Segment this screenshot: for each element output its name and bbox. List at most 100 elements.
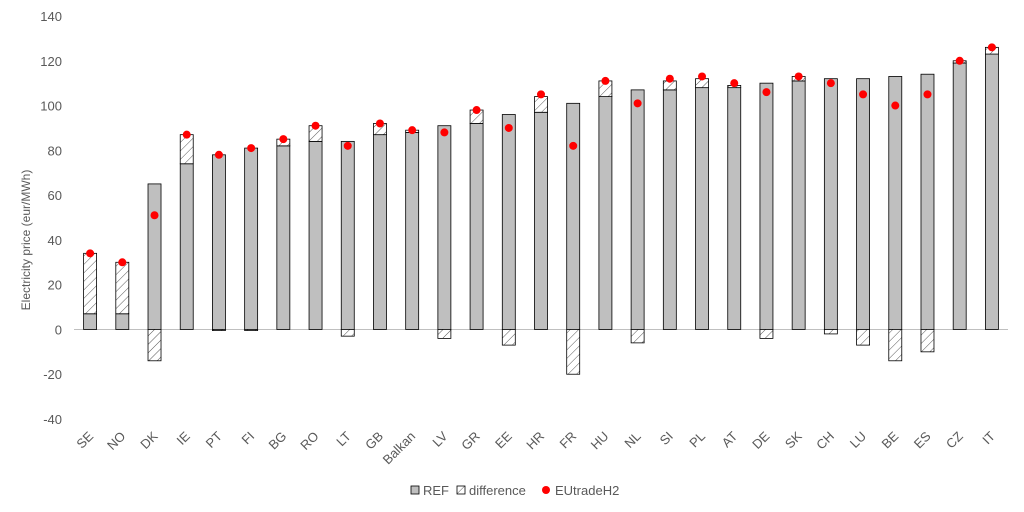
eutrade-point-ES xyxy=(923,90,932,99)
x-tick-label-GR: GR xyxy=(458,429,482,453)
bars xyxy=(83,46,999,375)
x-tick-label-ES: ES xyxy=(911,428,934,451)
x-tick-label-RO: RO xyxy=(297,429,321,453)
legend-marker-eutrade xyxy=(542,486,550,494)
difference-bar-PT xyxy=(212,329,226,331)
ref-bar-LT xyxy=(340,140,355,330)
ref-bar-HR xyxy=(534,111,548,330)
eutrade-point-BE xyxy=(891,101,900,110)
difference-bar-HR xyxy=(534,96,548,113)
x-tick-label-CH: CH xyxy=(813,429,837,453)
ref-bar-NL xyxy=(630,89,645,330)
ref-bar-SE xyxy=(83,313,98,330)
ref-bar-PL xyxy=(695,87,709,330)
ref-bar-DK xyxy=(147,183,162,330)
legend-swatch-difference xyxy=(456,485,466,495)
legend-label-ref: REF xyxy=(423,483,449,498)
ref-bar-SK xyxy=(791,80,806,330)
ref-bar-CH xyxy=(823,78,838,330)
ref-bar-LU xyxy=(856,78,870,330)
eutrade-point-SK xyxy=(794,72,803,81)
x-tick-label-LU: LU xyxy=(847,429,869,451)
y-axis-ticks: -40 -20 0 20 40 60 80 100 120 140 xyxy=(40,9,62,427)
x-tick-label-FR: FR xyxy=(556,429,579,452)
ref-bar-BE xyxy=(888,76,903,330)
eutrade-point-PL xyxy=(698,72,707,81)
difference-bar-CH xyxy=(823,329,838,335)
x-tick-label-BE: BE xyxy=(879,428,902,451)
eutrade-point-GB xyxy=(375,119,384,128)
eutrade-point-Balkan xyxy=(408,126,417,135)
x-tick-label-GB: GB xyxy=(362,429,386,453)
y-tick-label: 140 xyxy=(40,9,62,24)
x-tick-label-IT: IT xyxy=(979,428,998,447)
ref-bar-EE xyxy=(501,114,516,330)
eutrade-point-HR xyxy=(537,90,545,99)
difference-bar-EE xyxy=(501,329,516,346)
ref-bar-HU xyxy=(598,96,613,330)
x-tick-label-PT: PT xyxy=(203,428,225,450)
ref-bar-GR xyxy=(469,123,484,330)
eutrade-point-IE xyxy=(182,130,191,139)
difference-bar-NL xyxy=(630,329,645,344)
x-tick-label-PL: PL xyxy=(686,429,708,451)
x-tick-label-LT: LT xyxy=(333,428,354,449)
eutrade-points xyxy=(86,43,996,267)
legend-label-eutrade: EUtradeH2 xyxy=(555,483,619,498)
x-tick-label-IE: IE xyxy=(174,428,194,448)
difference-bar-DK xyxy=(147,329,162,362)
x-tick-label-HU: HU xyxy=(588,429,612,453)
difference-bar-LV xyxy=(437,329,452,339)
ref-bar-SI xyxy=(662,89,677,330)
eutrade-point-HU xyxy=(601,76,610,85)
ref-bar-Balkan xyxy=(405,132,420,330)
eutrade-point-RO xyxy=(311,121,320,130)
y-tick-label: 120 xyxy=(40,54,62,69)
y-tick-label: 0 xyxy=(55,322,62,337)
difference-bar-IE xyxy=(179,134,194,165)
difference-bar-LT xyxy=(340,329,355,337)
difference-bar-FI xyxy=(244,329,259,331)
eutrade-point-CZ xyxy=(955,56,964,65)
ref-bar-DE xyxy=(759,82,774,330)
difference-bar-SE xyxy=(83,252,98,315)
y-tick-label: 100 xyxy=(40,99,62,114)
eutrade-point-CH xyxy=(826,79,835,88)
eutrade-point-DE xyxy=(762,88,771,97)
x-tick-label-BG: BG xyxy=(266,429,290,453)
x-tick-label-SK: SK xyxy=(782,428,805,451)
eutrade-point-SE xyxy=(86,249,95,258)
eutrade-point-NO xyxy=(118,258,127,267)
legend: REF difference EUtradeH2 xyxy=(410,483,619,498)
x-tick-label-NO: NO xyxy=(104,429,128,453)
y-tick-label: -40 xyxy=(43,412,62,427)
x-tick-label-FI: FI xyxy=(238,429,257,448)
ref-bar-AT xyxy=(727,87,742,330)
x-tick-label-LV: LV xyxy=(429,428,450,449)
ref-bar-LV xyxy=(437,125,452,330)
y-tick-label: -20 xyxy=(43,367,62,382)
difference-bar-BE xyxy=(888,329,903,362)
y-tick-label: 60 xyxy=(48,188,62,203)
difference-bar-FR xyxy=(566,329,581,375)
ref-bar-PT xyxy=(212,154,226,330)
ref-bar-FR xyxy=(566,102,581,330)
x-tick-label-DE: DE xyxy=(749,428,773,452)
eutrade-point-BG xyxy=(279,135,288,144)
legend-swatch-ref xyxy=(410,485,420,495)
x-tick-label-EE: EE xyxy=(492,428,515,451)
y-tick-label: 20 xyxy=(48,278,62,293)
legend-label-difference: difference xyxy=(469,483,526,498)
ref-bar-IE xyxy=(179,163,194,330)
eutrade-point-LU xyxy=(859,90,868,99)
x-tick-label-Balkan: Balkan xyxy=(380,429,419,468)
eutrade-point-FI xyxy=(247,144,256,153)
x-tick-label-SI: SI xyxy=(657,429,676,448)
difference-bar-DE xyxy=(759,329,774,339)
ref-bar-FI xyxy=(244,147,259,330)
ref-bar-BG xyxy=(276,145,291,330)
eutrade-point-EE xyxy=(504,123,513,132)
eutrade-point-GR xyxy=(472,106,481,115)
